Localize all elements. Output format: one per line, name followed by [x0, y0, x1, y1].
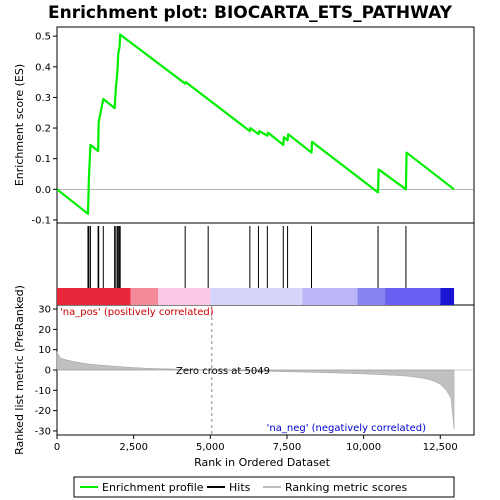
- pos-correlated-label: 'na_pos' (positively correlated): [60, 307, 214, 318]
- metric-tick-label-4: -10: [35, 386, 51, 397]
- es-tick-label-6: 0.5: [35, 32, 51, 43]
- zero-cross-label: Zero cross at 5049: [176, 366, 270, 377]
- heat-bar-segment-1: [130, 288, 159, 305]
- neg-correlated-label: 'na_neg' (negatively correlated): [267, 423, 426, 434]
- x-tick-label-1: 2,500: [119, 442, 148, 453]
- es-tick-label-1: 0.0: [35, 185, 51, 196]
- es-axis-title: Enrichment score (ES): [13, 64, 26, 186]
- legend-enrichment-label: Enrichment profile: [102, 481, 204, 494]
- ranked-metric-fill: [56, 351, 455, 429]
- rank-heat-bar: [57, 288, 455, 305]
- ranked-metric-area: [56, 305, 474, 435]
- x-tick-label-5: 12,500: [423, 442, 458, 453]
- heat-bar-segment-0: [57, 288, 131, 305]
- metric-tick-label-2: 10: [38, 345, 51, 356]
- heat-bar-segment-4: [302, 288, 358, 305]
- es-tick-label-3: 0.2: [35, 124, 51, 135]
- es-tick-label-5: 0.4: [35, 62, 51, 73]
- es-tick-label-2: 0.1: [35, 154, 51, 165]
- es-tick-label-4: 0.3: [35, 93, 51, 104]
- metric-tick-label-3: 0: [45, 366, 51, 377]
- metric-tick-label-5: -20: [35, 406, 51, 417]
- metric-tick-label-1: 20: [38, 325, 51, 336]
- legend-metric-label: Ranking metric scores: [285, 481, 407, 494]
- x-tick-label-2: 5,000: [196, 442, 225, 453]
- heat-bar-segment-7: [440, 288, 455, 305]
- x-axis-title: Rank in Ordered Dataset: [194, 456, 331, 469]
- es-tick-label-0: -0.1: [31, 215, 51, 226]
- chart-title: Enrichment plot: BIOCARTA_ETS_PATHWAY: [48, 3, 453, 23]
- enrichment-profile-line: [56, 33, 455, 215]
- es-layer: [56, 33, 474, 215]
- heat-bar-segment-5: [357, 288, 386, 305]
- hit-lines: [87, 226, 407, 288]
- heat-bar-segment-3: [210, 288, 303, 305]
- es-panel: [56, 26, 475, 224]
- x-tick-label-0: 0: [54, 442, 60, 453]
- x-tick-label-3: 7,500: [273, 442, 302, 453]
- metric-axis-title: Ranked list metric (PreRanked): [13, 285, 26, 455]
- x-tick-label-4: 10,000: [346, 442, 381, 453]
- legend-hits-label: Hits: [229, 481, 251, 494]
- metric-tick-label-0: 30: [38, 305, 51, 316]
- heat-bar-segment-2: [158, 288, 211, 305]
- metric-tick-label-6: -30: [35, 426, 51, 437]
- heat-bar-segment-6: [385, 288, 441, 305]
